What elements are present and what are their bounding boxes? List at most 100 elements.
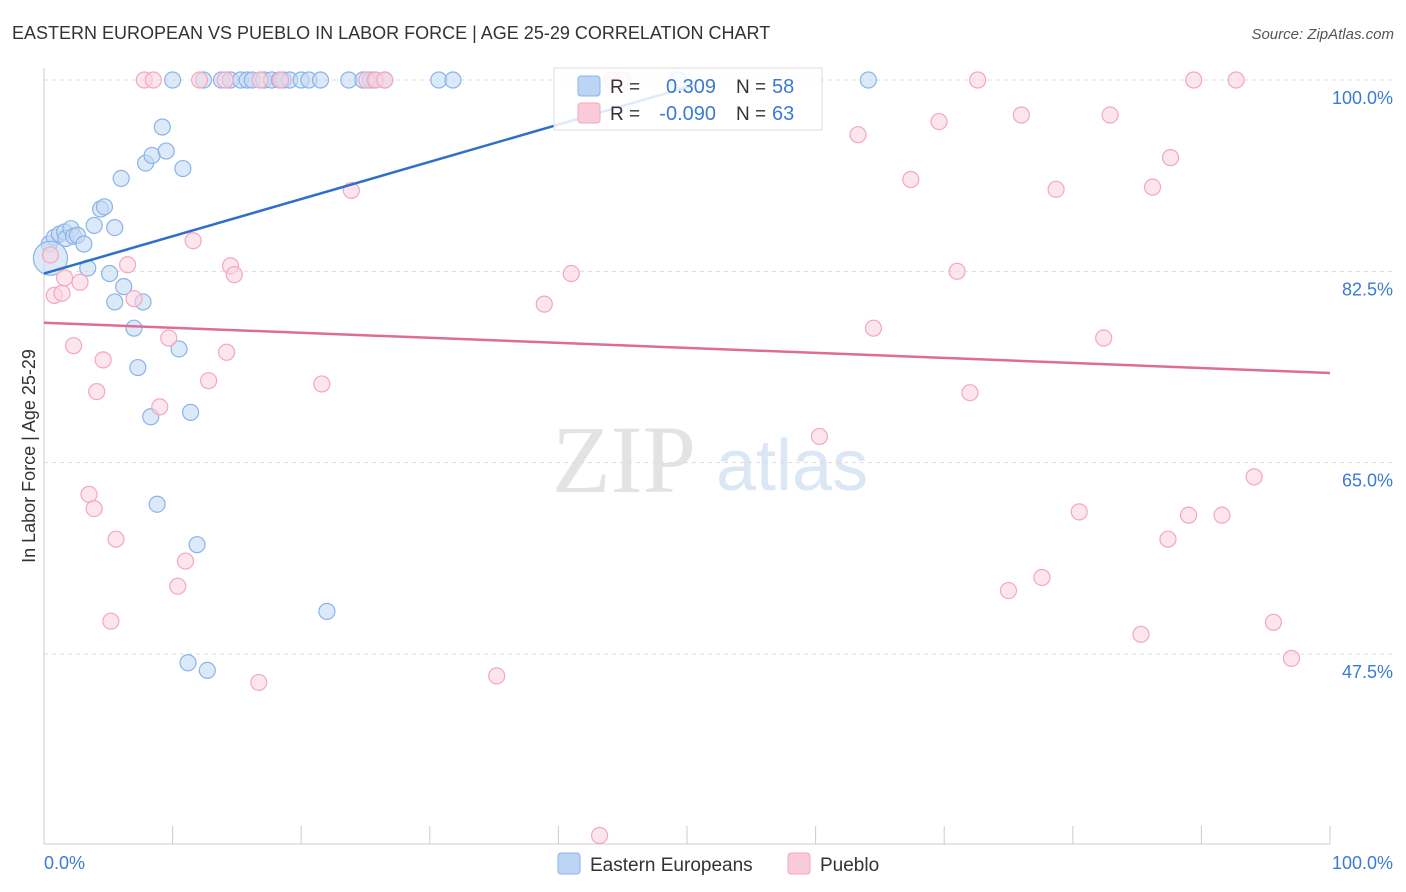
pueblo-point-0 — [41, 246, 60, 264]
y-tick-label-2: 65.0% — [1342, 471, 1393, 491]
pueblo-point-12 — [118, 256, 137, 274]
eastern-europeans-point-31 — [182, 403, 200, 421]
pueblo-point-4 — [64, 337, 83, 355]
pueblo-point-46 — [948, 262, 966, 280]
legend-n-label-1: N = — [736, 77, 766, 98]
pueblo-point-60 — [1179, 506, 1198, 524]
chart-title: EASTERN EUROPEAN VS PUEBLO IN LABOR FORC… — [12, 23, 770, 43]
pueblo-point-61 — [1185, 71, 1203, 89]
eastern-europeans-point-24 — [148, 495, 166, 513]
pueblo-point-29 — [272, 71, 290, 89]
eastern-europeans-point-27 — [164, 71, 182, 89]
pueblo-point-35 — [488, 667, 506, 685]
series-eastern-europeans-points — [32, 71, 877, 680]
pueblo-point-52 — [1047, 180, 1065, 198]
bottom-legend-label-eastern-europeans: Eastern Europeans — [590, 855, 753, 876]
pueblo-point-44 — [902, 170, 920, 189]
x-axis-ticks — [43, 826, 1331, 844]
watermark-zip: ZIP — [552, 406, 696, 513]
pueblo-point-63 — [1227, 71, 1245, 89]
y-axis-label: In Labor Force | Age 25-29 — [19, 349, 39, 563]
bottom-legend-swatch-eastern-europeans — [557, 852, 581, 875]
pueblo-point-53 — [1070, 503, 1088, 521]
legend-n-label-2: N = — [736, 104, 766, 125]
eastern-europeans-point-57 — [859, 71, 877, 89]
eastern-europeans-point-25 — [153, 118, 171, 136]
legend-n-value-pueblo: 63 — [772, 103, 794, 125]
legend-swatch-eastern-europeans — [577, 75, 601, 97]
pueblo-point-50 — [1012, 106, 1030, 124]
trend-line-pueblo — [43, 321, 1331, 375]
series-legend: Eastern Europeans Pueblo — [557, 852, 879, 876]
pueblo-point-17 — [160, 329, 178, 347]
legend-r-value-eastern-europeans: 0.309 — [666, 76, 716, 98]
chart-source: Source: ZipAtlas.com — [1251, 26, 1394, 43]
legend-swatch-pueblo — [577, 102, 601, 124]
pueblo-point-64 — [1245, 468, 1263, 486]
pueblo-point-5 — [71, 273, 89, 291]
pueblo-point-43 — [864, 319, 883, 337]
pueblo-point-54 — [1095, 329, 1113, 347]
pueblo-point-49 — [999, 581, 1018, 600]
pueblo-point-24 — [218, 343, 236, 361]
pueblo-point-38 — [590, 826, 609, 845]
eastern-europeans-point-15 — [106, 219, 124, 237]
pueblo-point-36 — [535, 295, 553, 313]
pueblo-point-27 — [251, 71, 269, 89]
pueblo-point-42 — [849, 126, 867, 144]
eastern-europeans-point-48 — [318, 602, 336, 620]
pueblo-point-34 — [376, 71, 394, 89]
pueblo-point-10 — [102, 612, 120, 630]
pueblo-point-62 — [1213, 506, 1231, 524]
series-pueblo-points — [41, 71, 1301, 845]
pueblo-point-55 — [1101, 106, 1119, 124]
legend-n-value-eastern-europeans: 58 — [772, 76, 794, 98]
pueblo-point-59 — [1161, 149, 1180, 167]
pueblo-point-56 — [1132, 625, 1150, 643]
pueblo-point-41 — [810, 427, 829, 446]
y-tick-label-0: 100.0% — [1332, 88, 1393, 108]
y-tick-label-1: 82.5% — [1342, 279, 1393, 299]
pueblo-point-7 — [85, 499, 103, 518]
eastern-europeans-point-16 — [115, 278, 133, 296]
pueblo-point-48 — [969, 71, 987, 89]
pueblo-point-13 — [125, 290, 143, 308]
pueblo-point-28 — [250, 673, 268, 692]
pueblo-point-6 — [80, 485, 98, 503]
eastern-europeans-point-12 — [95, 198, 114, 216]
pueblo-point-58 — [1159, 530, 1177, 548]
eastern-europeans-point-14 — [106, 293, 124, 311]
eastern-europeans-point-30 — [179, 654, 197, 672]
eastern-europeans-point-23 — [143, 146, 161, 165]
pueblo-point-57 — [1143, 178, 1162, 196]
pueblo-point-18 — [169, 577, 187, 595]
pueblo-point-11 — [107, 530, 125, 548]
pueblo-point-22 — [200, 372, 218, 390]
watermark: ZIP atlas — [552, 406, 868, 513]
eastern-europeans-point-8 — [75, 235, 93, 253]
eastern-europeans-point-28 — [170, 340, 188, 358]
stats-legend: R = 0.309 N = 58 R = -0.090 N = 63 — [553, 67, 823, 131]
pueblo-point-23 — [216, 71, 234, 89]
eastern-europeans-point-19 — [129, 358, 147, 377]
eastern-europeans-point-55 — [444, 71, 462, 89]
eastern-europeans-point-10 — [85, 216, 103, 235]
pueblo-point-65 — [1264, 613, 1283, 631]
pueblo-point-16 — [151, 398, 169, 416]
pueblo-point-37 — [562, 264, 580, 283]
eastern-europeans-point-26 — [157, 142, 175, 160]
x-tick-label-min: 0.0% — [44, 853, 85, 873]
pueblo-point-47 — [961, 384, 979, 402]
bottom-legend-label-pueblo: Pueblo — [820, 855, 879, 876]
pueblo-point-19 — [176, 552, 195, 570]
pueblo-point-3 — [55, 269, 74, 287]
eastern-europeans-point-18 — [125, 319, 143, 337]
y-tick-label-3: 47.5% — [1342, 662, 1393, 682]
pueblo-point-8 — [88, 383, 106, 401]
pueblo-point-66 — [1282, 649, 1301, 667]
bottom-legend-swatch-pueblo — [787, 852, 811, 875]
eastern-europeans-point-13 — [100, 264, 119, 283]
eastern-europeans-point-17 — [112, 169, 130, 187]
pueblo-point-26 — [225, 266, 243, 284]
